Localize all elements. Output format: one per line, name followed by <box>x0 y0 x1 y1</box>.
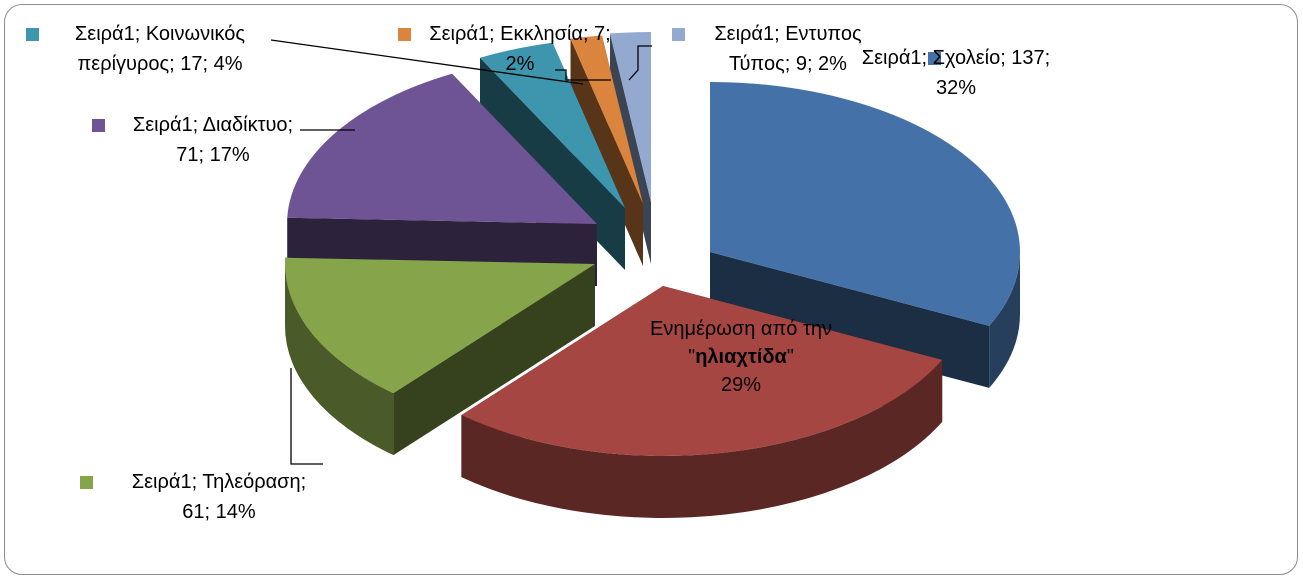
data-label-line: Σειρά1; Κοινωνικός <box>75 23 245 45</box>
data-label-line: Σειρά1; Τηλεόραση; <box>132 471 306 493</box>
leader-line <box>628 45 652 81</box>
legend-key <box>92 119 105 132</box>
leader-line <box>290 368 323 465</box>
data-label-line: 32% <box>936 77 976 99</box>
pie-slice <box>461 286 943 518</box>
legend-key <box>26 28 39 41</box>
leader-line <box>555 69 611 81</box>
leader-line <box>270 39 584 85</box>
data-label-line: Σειρά1; Σχολείο; 137; <box>862 47 1051 69</box>
data-label: Σειρά1; Τηλεόραση; 61; 14% <box>80 471 306 523</box>
data-label: Σειρά1; Κοινωνικός περίγυρος; 17; 4% <box>26 23 245 75</box>
pie-slice-top <box>461 286 943 457</box>
legend-key <box>928 52 941 65</box>
data-label-line: Ενημέρωση από την <box>650 318 832 340</box>
data-label-line: 29% <box>721 374 761 396</box>
data-label-line: Σειρά1; Εντυπος <box>714 23 862 45</box>
data-label-line: Σειρά1; Εκκλησία; 7; <box>429 23 611 45</box>
data-label: Σειρά1; Εκκλησία; 7; 2% <box>398 23 611 75</box>
legend-key <box>630 322 643 335</box>
data-label-line: Τύπος; 9; 2% <box>729 53 847 75</box>
data-label-line: περίγυρος; 17; 4% <box>78 53 243 75</box>
data-label-line: "ηλιαχτίδα" <box>688 346 794 368</box>
pie-slice-top <box>710 82 1021 326</box>
legend-key <box>672 28 685 41</box>
legend-key <box>80 476 93 489</box>
pie-slice-wall <box>461 359 943 518</box>
data-label-line: 71; 17% <box>176 144 250 166</box>
data-label: Σειρά1; Εντυπος Τύπος; 9; 2% <box>672 23 862 75</box>
data-label-line: 61; 14% <box>182 501 256 523</box>
data-label: Ενημέρωση από την "ηλιαχτίδα" 29% <box>630 318 832 396</box>
data-label-line: 2% <box>506 53 535 75</box>
data-label-line: Σειρά1; Διαδίκτυο; <box>133 114 293 136</box>
pie-slice-top <box>285 257 595 394</box>
legend-key <box>398 28 411 41</box>
pie-slice-top <box>287 73 597 224</box>
data-label: Σειρά1; Σχολείο; 137; 32% <box>862 47 1051 99</box>
pie-slice-top <box>609 32 651 202</box>
pie-slice <box>285 257 595 456</box>
data-label: Σειρά1; Διαδίκτυο; 71; 17% <box>92 114 293 166</box>
pie-slice-wall <box>989 252 1020 388</box>
pie-slice-wall <box>285 264 394 456</box>
pie-slice-top <box>480 42 625 208</box>
pie-slice-top <box>570 35 643 204</box>
